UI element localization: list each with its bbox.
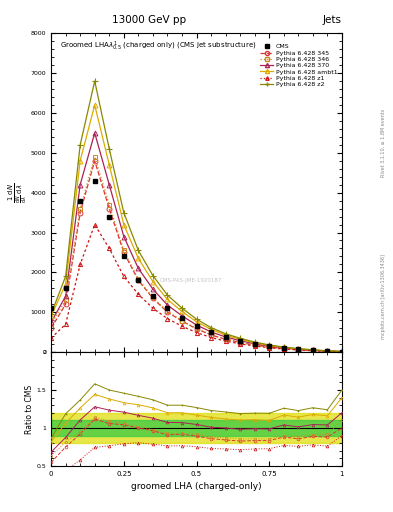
- Y-axis label: Ratio to CMS: Ratio to CMS: [25, 385, 34, 434]
- Bar: [51, 420, 342, 436]
- Bar: [51, 413, 342, 443]
- Text: CMS-PAS-JME-1920187: CMS-PAS-JME-1920187: [160, 278, 222, 283]
- Text: Rivet 3.1.10, ≥ 1.8M events: Rivet 3.1.10, ≥ 1.8M events: [381, 109, 386, 178]
- Text: Groomed LHA$\lambda^{1}_{0.5}$ (charged only) (CMS jet substructure): Groomed LHA$\lambda^{1}_{0.5}$ (charged …: [60, 39, 256, 53]
- Text: 13000 GeV pp: 13000 GeV pp: [112, 14, 186, 25]
- Text: mcplots.cern.ch [arXiv:1306.3436]: mcplots.cern.ch [arXiv:1306.3436]: [381, 254, 386, 339]
- Legend: CMS, Pythia 6.428 345, Pythia 6.428 346, Pythia 6.428 370, Pythia 6.428 ambt1, P: CMS, Pythia 6.428 345, Pythia 6.428 346,…: [259, 43, 339, 89]
- Text: Jets: Jets: [323, 14, 342, 25]
- Y-axis label: $\frac{1}{\frac{\mathrm{d}N}{\mathrm{d}\lambda}}\frac{\mathrm{d}N}{\mathrm{d}\la: $\frac{1}{\frac{\mathrm{d}N}{\mathrm{d}\…: [7, 183, 29, 203]
- X-axis label: groomed LHA (charged-only): groomed LHA (charged-only): [131, 482, 262, 492]
